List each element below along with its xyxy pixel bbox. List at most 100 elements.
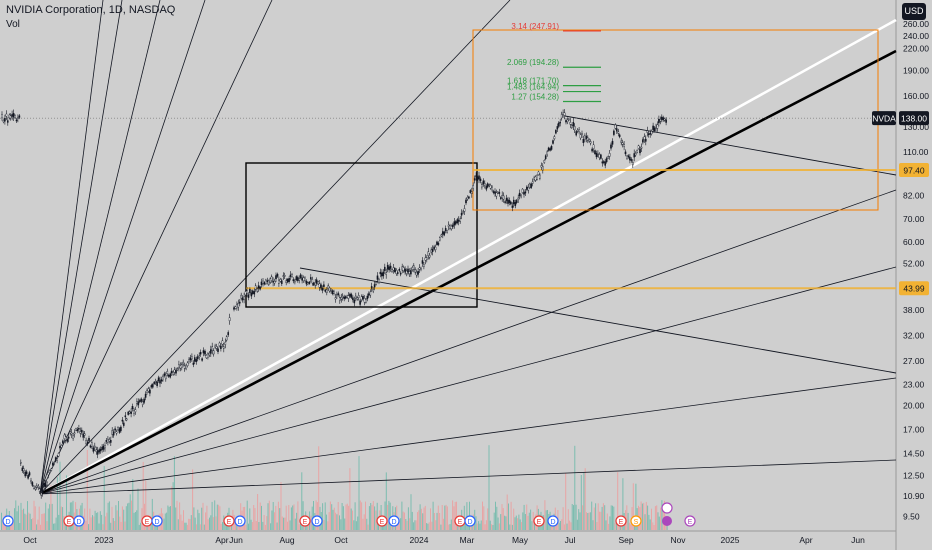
volume-bar: [185, 522, 187, 530]
candle-body: [663, 118, 666, 121]
volume-bar: [64, 522, 66, 530]
candle-body: [244, 291, 247, 296]
candle-body: [215, 346, 218, 349]
volume-bar: [658, 516, 660, 530]
candle-body: [201, 358, 203, 361]
candle-body: [270, 276, 273, 281]
volume-bar: [648, 514, 650, 530]
candle-body: [188, 359, 190, 362]
volume-bar: [118, 501, 119, 530]
volume-bar: [398, 521, 400, 530]
volume-bar: [363, 514, 365, 530]
volume-indicator-label[interactable]: Vol: [6, 19, 20, 30]
candle-body: [37, 485, 39, 488]
candle-body: [529, 183, 531, 188]
split-icon: [662, 516, 672, 526]
price-axis-tick: 27.00: [903, 356, 925, 366]
candle-body: [572, 121, 575, 127]
volume-bar: [411, 511, 413, 530]
volume-bar: [450, 519, 452, 530]
candle-body: [60, 445, 63, 448]
price-axis-tick: 190.00: [903, 66, 929, 76]
volume-bar: [445, 504, 447, 530]
candle-body: [305, 280, 308, 285]
price-axis-tick: 82.00: [903, 191, 925, 201]
candle-body: [649, 132, 651, 135]
candle-body: [388, 266, 390, 271]
volume-bar: [632, 483, 634, 530]
candle-body: [269, 278, 272, 283]
volume-bar: [108, 501, 110, 530]
candle-body: [479, 178, 482, 182]
candle-body: [520, 195, 522, 198]
candle-body: [47, 472, 50, 475]
candle-body: [365, 299, 367, 303]
time-axis-tick: Jul: [565, 535, 576, 545]
volume-bar: [177, 519, 179, 530]
candle-body: [446, 230, 448, 233]
candle-body: [366, 295, 369, 300]
candle-body: [170, 370, 173, 374]
volume-bar: [470, 524, 472, 530]
candle-body: [52, 462, 54, 466]
volume-bar: [16, 511, 18, 530]
volume-bar: [661, 500, 663, 530]
candle-body: [104, 445, 106, 449]
volume-bar: [385, 472, 387, 530]
volume-bar: [288, 505, 290, 530]
candle-body: [49, 470, 51, 473]
volume-bar: [354, 502, 356, 530]
volume-bar: [497, 517, 499, 530]
candle-body: [324, 289, 327, 292]
volume-bar: [357, 516, 359, 530]
volume-bar: [514, 517, 516, 530]
volume-bar: [264, 524, 266, 530]
volume-bar: [2, 518, 4, 530]
volume-bar: [37, 519, 39, 530]
candle-body: [562, 112, 564, 115]
candle-body: [510, 201, 512, 205]
price-axis-tick: 17.00: [903, 425, 925, 435]
consolidation-box: [245, 162, 478, 308]
candle-body: [571, 124, 573, 128]
volume-bar: [328, 512, 330, 530]
volume-bar: [41, 514, 43, 530]
volume-bar: [24, 513, 26, 530]
volume-bar: [513, 508, 515, 530]
candle-body: [249, 288, 251, 293]
volume-bar: [105, 516, 106, 530]
candle-body: [414, 269, 417, 273]
volume-bar: [249, 508, 251, 530]
volume-bar: [327, 521, 329, 530]
candle-body: [64, 436, 67, 441]
volume-bar: [272, 502, 274, 530]
price-axis-tick: 240.00: [903, 31, 929, 41]
candle-body: [582, 139, 585, 143]
candle-body: [112, 431, 115, 436]
volume-bar: [267, 503, 269, 530]
candle-body: [427, 251, 430, 256]
event-marker-circle: [533, 515, 545, 527]
candle-body: [500, 197, 502, 199]
candle-body: [594, 150, 596, 154]
volume-bar: [179, 502, 181, 530]
volume-bar: [608, 523, 610, 530]
candle-body: [93, 445, 96, 448]
candle-body: [428, 255, 431, 258]
candle-body: [2, 120, 5, 123]
candle-body: [399, 272, 402, 275]
level-tag: 97.40: [903, 165, 925, 175]
volume-bar: [626, 505, 628, 530]
volume-bar: [189, 519, 191, 530]
gann-fan-line: [39, 266, 897, 495]
candle-body: [424, 257, 427, 261]
volume-bar: [292, 505, 294, 530]
event-marker-label: D: [314, 519, 319, 526]
time-axis-tick: 2025: [721, 535, 740, 545]
volume-bar: [345, 504, 347, 530]
volume-bar: [294, 518, 296, 530]
candle-body: [153, 381, 156, 384]
currency-button[interactable]: USD: [902, 3, 926, 20]
